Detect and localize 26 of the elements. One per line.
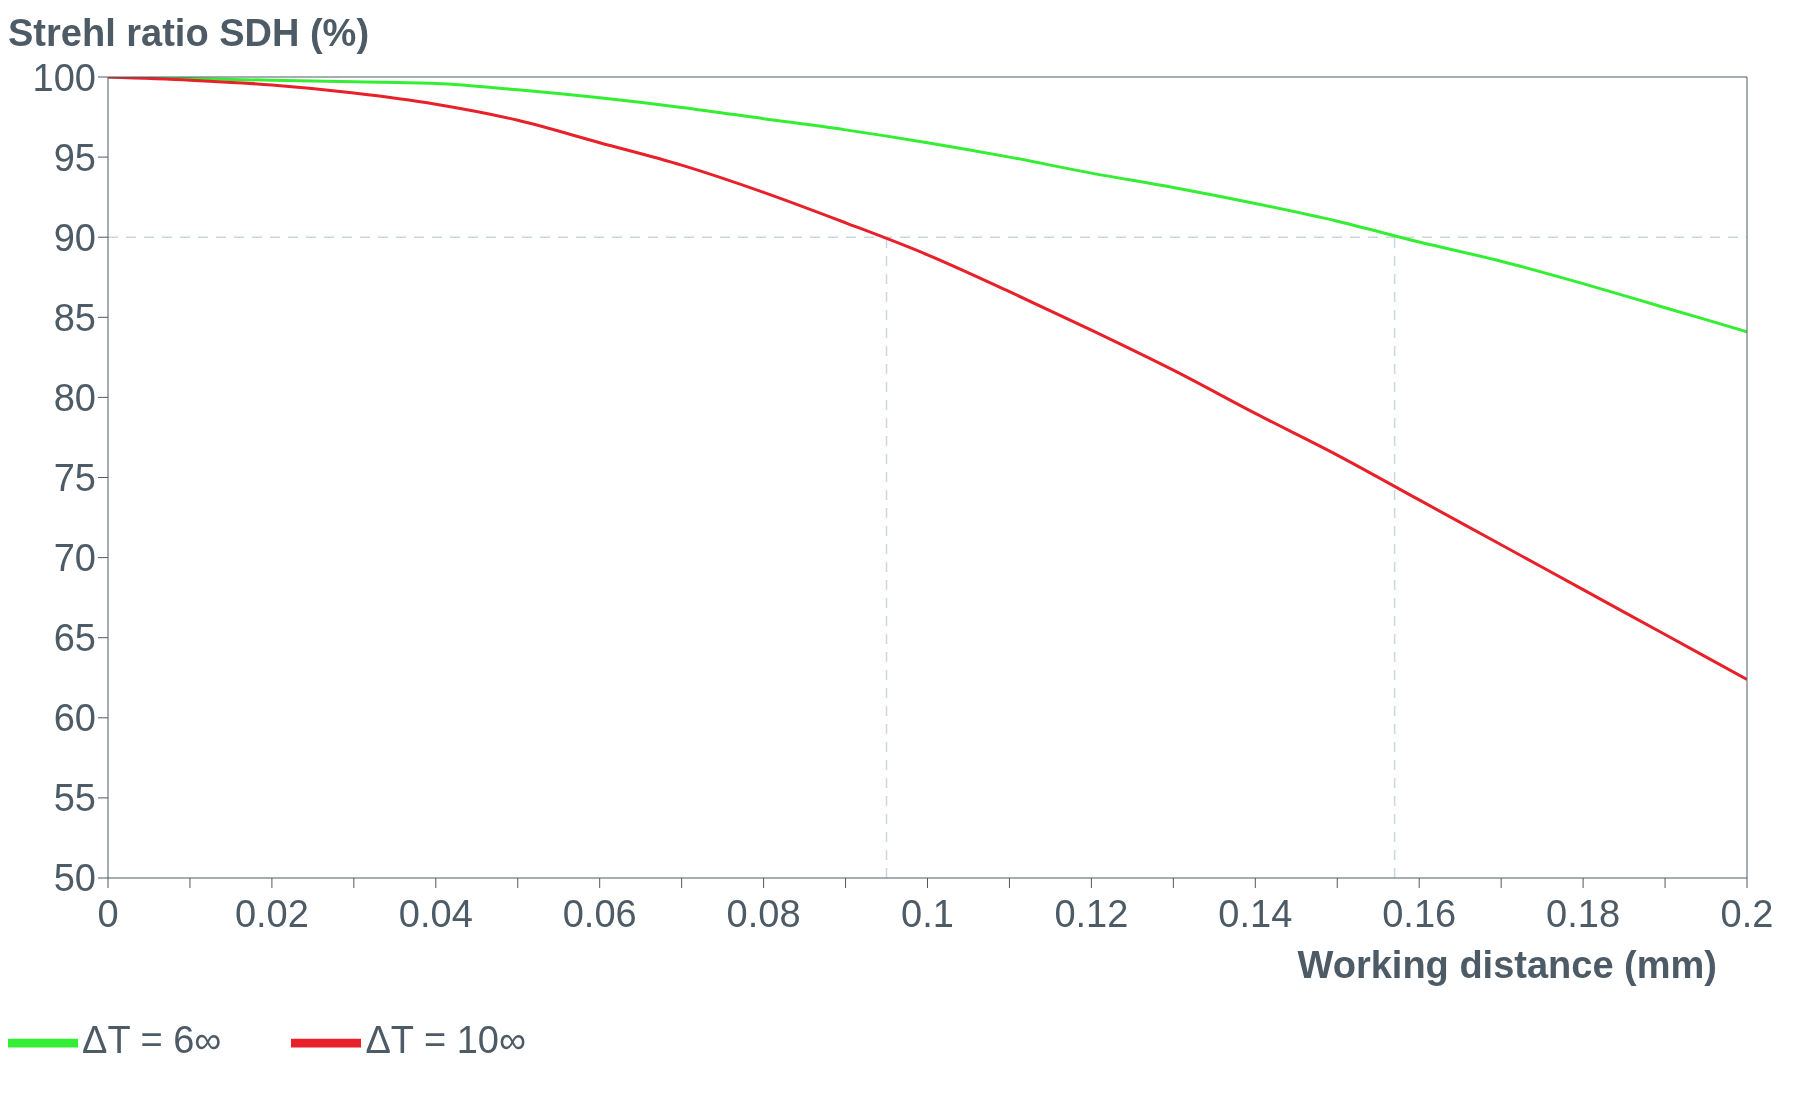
y-tick-label: 55 [53,777,96,820]
x-tick-label: 0.18 [1546,892,1621,935]
x-tick-label: 0.12 [1054,892,1129,935]
x-tick-label: 0.06 [562,892,637,935]
y-tick-label: 80 [53,376,96,419]
y-tick-label: 90 [53,216,96,259]
x-tick-label: 0.16 [1382,892,1457,935]
legend-label: ΔT = 6∞ [82,1019,222,1062]
y-tick-label: 100 [32,56,96,99]
y-tick-label: 60 [53,697,96,740]
x-axis-title: Working distance (mm) [1297,944,1717,986]
x-tick-label: 0.1 [901,892,954,935]
x-tick-label: 0.08 [726,892,801,935]
legend-label: ΔT = 10∞ [365,1019,527,1062]
y-tick-label: 85 [53,296,96,339]
y-tick-label: 75 [53,456,96,499]
y-tick-label: 70 [53,537,96,580]
x-tick-label: 0.02 [234,892,309,935]
y-tick-label: 95 [53,136,96,179]
x-tick-label: 0.04 [398,892,473,935]
y-tick-label: 50 [53,857,96,900]
x-tick-label: 0.2 [1720,892,1774,935]
y-tick-label: 65 [53,617,96,660]
x-tick-label: 0 [97,892,119,935]
y-axis-title: Strehl ratio SDH (%) [8,11,371,56]
x-tick-label: 0.14 [1218,892,1293,935]
